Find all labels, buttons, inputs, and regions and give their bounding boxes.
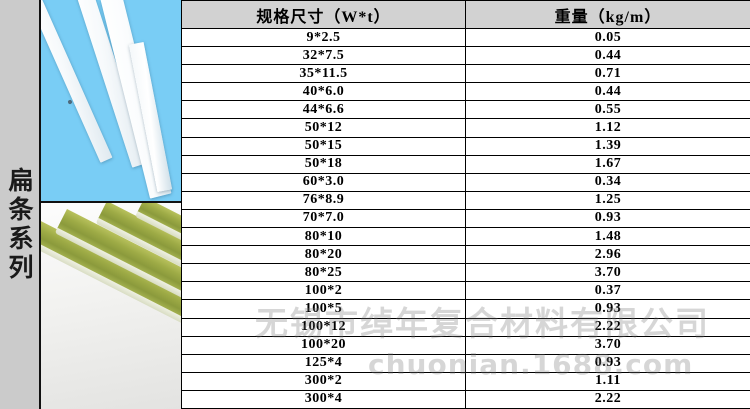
cell-weight: 0.93 (465, 353, 750, 373)
cell-weight: 0.93 (465, 208, 750, 229)
table-row: 300*2 1.11 (181, 371, 750, 391)
cell-weight: 0.71 (465, 64, 750, 84)
table-row: 60*3.0 0.34 (181, 172, 750, 192)
table-row: 125*4 0.93 (181, 353, 750, 373)
table-row: 35*11.5 0.71 (181, 64, 750, 84)
cell-spec: 100*2 (181, 281, 466, 301)
column-header-spec: 规格尺寸（W*t） (181, 0, 466, 29)
cell-spec: 100*12 (181, 317, 466, 337)
cell-weight: 0.93 (465, 299, 750, 319)
table-body: 9*2.5 0.05 32*7.5 0.44 35*11.5 0.71 40*6.0 0.44… (181, 27, 750, 409)
cell-weight: 1.48 (465, 227, 750, 247)
cell-weight: 1.25 (465, 190, 750, 210)
cell-spec: 300*2 (181, 371, 466, 391)
cell-spec: 9*2.5 (181, 27, 466, 48)
cell-weight: 3.70 (465, 263, 750, 283)
cell-spec: 50*12 (181, 118, 466, 138)
cell-weight: 3.70 (465, 335, 750, 355)
table-header: 规格尺寸（W*t） 重量（kg/m） (181, 0, 750, 29)
cell-spec: 100*5 (181, 299, 466, 319)
cell-spec: 125*4 (181, 353, 466, 373)
cell-weight: 2.22 (465, 389, 750, 409)
category-label: 扁条系列 (5, 166, 34, 283)
cell-spec: 35*11.5 (181, 64, 466, 84)
cell-spec: 40*6.0 (181, 82, 466, 102)
cell-weight: 1.12 (465, 118, 750, 138)
cell-weight: 1.39 (465, 136, 750, 156)
table-row: 100*12 2.22 (181, 317, 750, 337)
table-row: 40*6.0 0.44 (181, 82, 750, 102)
cell-weight: 0.55 (465, 100, 750, 120)
cell-spec: 50*18 (181, 154, 466, 174)
cell-spec: 80*10 (181, 227, 466, 247)
cell-weight: 2.96 (465, 245, 750, 265)
table-row: 44*6.6 0.55 (181, 100, 750, 120)
table-row: 76*8.9 1.25 (181, 190, 750, 210)
cell-spec: 60*3.0 (181, 172, 466, 192)
cell-weight: 0.44 (465, 46, 750, 66)
table-row: 80*20 2.96 (181, 245, 750, 265)
cell-spec: 76*8.9 (181, 190, 466, 210)
table-row: 80*25 3.70 (181, 263, 750, 283)
cell-spec: 32*7.5 (181, 46, 466, 66)
column-header-weight: 重量（kg/m） (465, 0, 750, 29)
cell-weight: 0.37 (465, 281, 750, 301)
table-row: 70*7.0 0.93 (181, 208, 750, 229)
table-header-row: 规格尺寸（W*t） 重量（kg/m） (181, 0, 750, 29)
cell-weight: 0.44 (465, 82, 750, 102)
table-row: 50*12 1.12 (181, 118, 750, 138)
cell-spec: 70*7.0 (181, 208, 466, 229)
cell-spec: 80*20 (181, 245, 466, 265)
cell-weight: 1.11 (465, 371, 750, 391)
cell-spec: 100*20 (181, 335, 466, 355)
cell-weight: 2.22 (465, 317, 750, 337)
cell-spec: 50*15 (181, 136, 466, 156)
cell-weight: 0.05 (465, 27, 750, 48)
table-row: 50*15 1.39 (181, 136, 750, 156)
table-row: 80*10 1.48 (181, 227, 750, 247)
table-row: 100*2 0.37 (181, 281, 750, 301)
table-row: 300*4 2.22 (181, 389, 750, 409)
green-fiberglass-bars-photo (41, 203, 181, 409)
cell-weight: 0.34 (465, 172, 750, 192)
table-row: 9*2.5 0.05 (181, 27, 750, 48)
table-row: 100*20 3.70 (181, 335, 750, 355)
specification-table: 规格尺寸（W*t） 重量（kg/m） 9*2.5 0.05 32*7.5 0.44 35… (181, 0, 750, 409)
table-row: 100*5 0.93 (181, 299, 750, 319)
cell-spec: 300*4 (181, 389, 466, 409)
cell-spec: 44*6.6 (181, 100, 466, 120)
cell-weight: 1.67 (465, 154, 750, 174)
cell-spec: 80*25 (181, 263, 466, 283)
product-photo-column (39, 0, 181, 409)
white-flat-bars-photo (41, 0, 181, 203)
table-row: 50*18 1.67 (181, 154, 750, 174)
table-row: 32*7.5 0.44 (181, 46, 750, 66)
category-strip: 扁条系列 (0, 0, 39, 409)
